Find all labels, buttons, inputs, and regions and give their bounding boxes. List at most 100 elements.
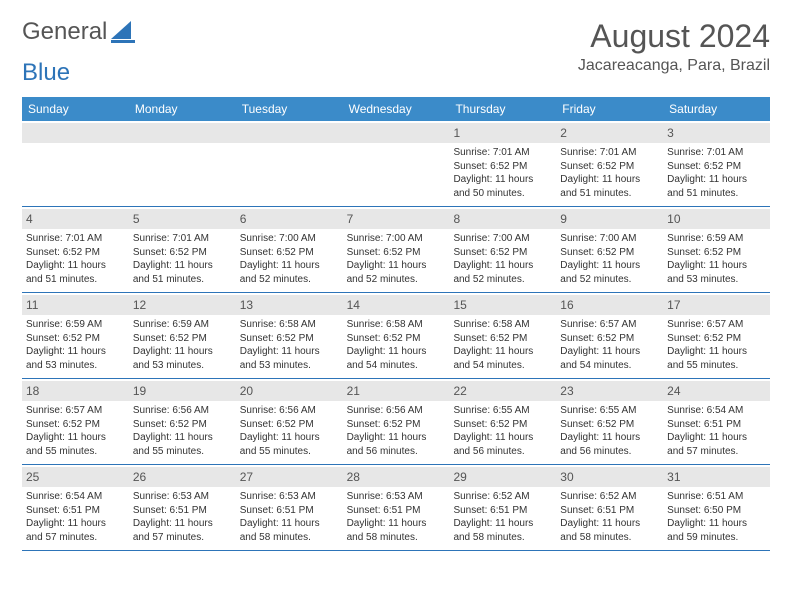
week-row: 18 Sunrise: 6:57 AMSunset: 6:52 PMDayligh… — [22, 379, 770, 465]
weekday-header-row: SundayMondayTuesdayWednesdayThursdayFrid… — [22, 97, 770, 121]
weekday-header: Monday — [129, 97, 236, 121]
day-cell — [236, 121, 343, 206]
week-row: 4Sunrise: 7:01 AMSunset: 6:52 PMDaylight… — [22, 207, 770, 293]
day-detail: Sunrise: 6:52 AMSunset: 6:51 PMDaylight:… — [453, 490, 552, 544]
day-detail: Sunrise: 6:54 AMSunset: 6:51 PMDaylight:… — [26, 490, 125, 544]
day-detail: Sunrise: 6:56 AMSunset: 6:52 PMDaylight:… — [347, 404, 446, 458]
day-detail: Sunrise: 7:00 AMSunset: 6:52 PMDaylight:… — [347, 232, 446, 286]
day-number: 6 — [236, 209, 343, 229]
location: Jacareacanga, Para, Brazil — [578, 57, 770, 75]
day-detail: Sunrise: 6:51 AMSunset: 6:50 PMDaylight:… — [667, 490, 766, 544]
day-cell: 24 Sunrise: 6:54 AMSunset: 6:51 PMDayligh… — [663, 379, 770, 464]
day-number: 3 — [663, 123, 770, 143]
day-cell: 21 Sunrise: 6:56 AMSunset: 6:52 PMDayligh… — [343, 379, 450, 464]
day-number: 25 — [22, 467, 129, 487]
day-cell — [22, 121, 129, 206]
day-number — [236, 123, 343, 143]
day-detail: Sunrise: 6:57 AMSunset: 6:52 PMDaylight:… — [26, 404, 125, 458]
day-detail: Sunrise: 6:57 AMSunset: 6:52 PMDaylight:… — [667, 318, 766, 372]
day-cell: 30 Sunrise: 6:52 AMSunset: 6:51 PMDayligh… — [556, 465, 663, 550]
day-cell: 17 Sunrise: 6:57 AMSunset: 6:52 PMDayligh… — [663, 293, 770, 378]
day-number: 29 — [449, 467, 556, 487]
weeks-container: 1Sunrise: 7:01 AMSunset: 6:52 PMDaylight… — [22, 121, 770, 551]
day-number: 19 — [129, 381, 236, 401]
day-number: 10 — [663, 209, 770, 229]
day-cell: 27Sunrise: 6:53 AMSunset: 6:51 PMDayligh… — [236, 465, 343, 550]
day-cell: 15Sunrise: 6:58 AMSunset: 6:52 PMDayligh… — [449, 293, 556, 378]
day-cell: 22Sunrise: 6:55 AMSunset: 6:52 PMDayligh… — [449, 379, 556, 464]
day-number: 12 — [129, 295, 236, 315]
day-number: 27 — [236, 467, 343, 487]
logo: General — [22, 18, 137, 46]
weekday-header: Saturday — [663, 97, 770, 121]
day-number: 30 — [556, 467, 663, 487]
day-detail: Sunrise: 6:58 AMSunset: 6:52 PMDaylight:… — [453, 318, 552, 372]
logo-sail-icon — [111, 21, 135, 43]
day-detail: Sunrise: 7:01 AMSunset: 6:52 PMDaylight:… — [453, 146, 552, 200]
weekday-header: Sunday — [22, 97, 129, 121]
day-number: 1 — [449, 123, 556, 143]
day-detail: Sunrise: 6:59 AMSunset: 6:52 PMDaylight:… — [26, 318, 125, 372]
day-cell: 29 Sunrise: 6:52 AMSunset: 6:51 PMDayligh… — [449, 465, 556, 550]
day-number: 11 — [22, 295, 129, 315]
day-cell: 16 Sunrise: 6:57 AMSunset: 6:52 PMDayligh… — [556, 293, 663, 378]
day-detail: Sunrise: 6:59 AMSunset: 6:52 PMDaylight:… — [133, 318, 232, 372]
day-cell: 7 Sunrise: 7:00 AMSunset: 6:52 PMDaylight… — [343, 207, 450, 292]
day-number: 2 — [556, 123, 663, 143]
day-cell: 23 Sunrise: 6:55 AMSunset: 6:52 PMDayligh… — [556, 379, 663, 464]
day-number: 26 — [129, 467, 236, 487]
day-number: 18 — [22, 381, 129, 401]
weekday-header: Friday — [556, 97, 663, 121]
day-detail: Sunrise: 6:55 AMSunset: 6:52 PMDaylight:… — [560, 404, 659, 458]
day-detail: Sunrise: 6:58 AMSunset: 6:52 PMDaylight:… — [240, 318, 339, 372]
day-detail: Sunrise: 7:01 AMSunset: 6:52 PMDaylight:… — [560, 146, 659, 200]
weekday-header: Tuesday — [236, 97, 343, 121]
day-cell: 4 Sunrise: 7:01 AMSunset: 6:52 PMDaylight… — [22, 207, 129, 292]
day-number: 24 — [663, 381, 770, 401]
day-cell: 6 Sunrise: 7:00 AMSunset: 6:52 PMDaylight… — [236, 207, 343, 292]
day-number: 5 — [129, 209, 236, 229]
day-cell: 19Sunrise: 6:56 AMSunset: 6:52 PMDayligh… — [129, 379, 236, 464]
day-number: 16 — [556, 295, 663, 315]
day-cell: 31 Sunrise: 6:51 AMSunset: 6:50 PMDayligh… — [663, 465, 770, 550]
day-number: 17 — [663, 295, 770, 315]
day-detail: Sunrise: 6:53 AMSunset: 6:51 PMDaylight:… — [133, 490, 232, 544]
day-number: 14 — [343, 295, 450, 315]
day-number — [129, 123, 236, 143]
day-number: 7 — [343, 209, 450, 229]
day-number — [22, 123, 129, 143]
day-detail: Sunrise: 6:56 AMSunset: 6:52 PMDaylight:… — [240, 404, 339, 458]
day-detail: Sunrise: 7:01 AMSunset: 6:52 PMDaylight:… — [133, 232, 232, 286]
day-detail: Sunrise: 6:57 AMSunset: 6:52 PMDaylight:… — [560, 318, 659, 372]
day-cell: 13 Sunrise: 6:58 AMSunset: 6:52 PMDayligh… — [236, 293, 343, 378]
week-row: 1Sunrise: 7:01 AMSunset: 6:52 PMDaylight… — [22, 121, 770, 207]
day-detail: Sunrise: 6:52 AMSunset: 6:51 PMDaylight:… — [560, 490, 659, 544]
day-cell: 10Sunrise: 6:59 AMSunset: 6:52 PMDayligh… — [663, 207, 770, 292]
day-cell: 26 Sunrise: 6:53 AMSunset: 6:51 PMDayligh… — [129, 465, 236, 550]
day-number — [343, 123, 450, 143]
day-number: 4 — [22, 209, 129, 229]
week-row: 11Sunrise: 6:59 AMSunset: 6:52 PMDayligh… — [22, 293, 770, 379]
day-detail: Sunrise: 6:55 AMSunset: 6:52 PMDaylight:… — [453, 404, 552, 458]
day-cell: 11 Sunrise: 6:59 AMSunset: 6:52 PMDayligh… — [22, 293, 129, 378]
day-detail: Sunrise: 7:00 AMSunset: 6:52 PMDaylight:… — [240, 232, 339, 286]
day-detail: Sunrise: 6:54 AMSunset: 6:51 PMDaylight:… — [667, 404, 766, 458]
calendar: SundayMondayTuesdayWednesdayThursdayFrid… — [22, 97, 770, 551]
day-number: 23 — [556, 381, 663, 401]
day-cell — [129, 121, 236, 206]
logo-text-blue: Blue — [22, 59, 70, 87]
day-number: 13 — [236, 295, 343, 315]
day-cell: 1 Sunrise: 7:01 AMSunset: 6:52 PMDaylight… — [449, 121, 556, 206]
day-detail: Sunrise: 7:00 AMSunset: 6:52 PMDaylight:… — [560, 232, 659, 286]
day-number: 31 — [663, 467, 770, 487]
day-cell: 18 Sunrise: 6:57 AMSunset: 6:52 PMDayligh… — [22, 379, 129, 464]
title-block: August 2024 Jacareacanga, Para, Brazil — [578, 18, 770, 75]
day-cell: 14Sunrise: 6:58 AMSunset: 6:52 PMDayligh… — [343, 293, 450, 378]
page: General August 2024 Jacareacanga, Para, … — [0, 0, 792, 569]
day-number: 21 — [343, 381, 450, 401]
day-detail: Sunrise: 7:01 AMSunset: 6:52 PMDaylight:… — [26, 232, 125, 286]
month-title: August 2024 — [578, 18, 770, 55]
day-number: 9 — [556, 209, 663, 229]
weekday-header: Thursday — [449, 97, 556, 121]
day-cell: 3Sunrise: 7:01 AMSunset: 6:52 PMDaylight… — [663, 121, 770, 206]
